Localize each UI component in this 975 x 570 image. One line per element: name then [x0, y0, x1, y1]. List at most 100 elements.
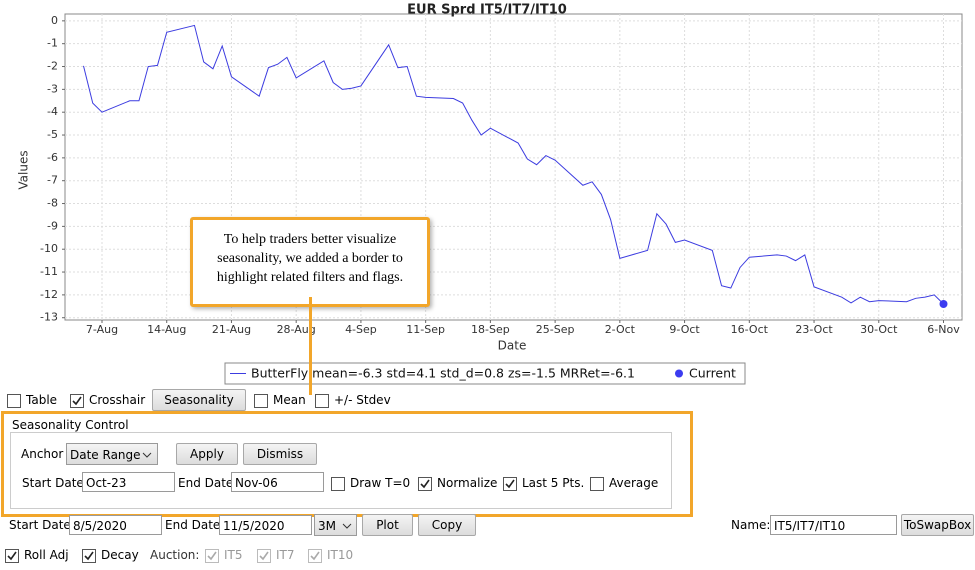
label: Decay: [101, 548, 139, 562]
dropdown[interactable]: Date Range: [66, 443, 158, 465]
button[interactable]: Seasonality: [152, 389, 246, 411]
text-input[interactable]: 11/5/2020: [219, 515, 312, 535]
legend-label: Current: [689, 366, 736, 381]
x-tick-label: 7-Aug: [86, 323, 118, 336]
check-mark: [84, 551, 94, 560]
chart-title: EUR Sprd IT5/IT7/IT10: [407, 3, 567, 18]
checkbox[interactable]: Last 5 Pts.: [503, 474, 584, 492]
check-path: [505, 479, 515, 488]
label: IT5: [224, 548, 243, 562]
button[interactable]: Apply: [176, 443, 238, 465]
y-tick-label: -11: [40, 265, 58, 278]
y-tick-label: -5: [47, 128, 58, 141]
label: Auction:: [150, 548, 200, 562]
button[interactable]: Plot: [362, 514, 413, 536]
y-tick-label: -2: [47, 60, 58, 73]
checkbox[interactable]: Decay: [82, 546, 139, 564]
x-tick-label: 21-Aug: [212, 323, 251, 336]
check-mark: [505, 479, 515, 488]
x-tick-label: 2-Oct: [605, 323, 636, 336]
check-path: [207, 551, 217, 560]
text-input[interactable]: Oct-23: [82, 472, 175, 492]
x-tick-label: 6-Nov: [927, 323, 960, 336]
checkbox[interactable]: Mean: [254, 391, 306, 409]
check-mark: [310, 551, 320, 560]
checkbox[interactable]: +/- Stdev: [315, 391, 391, 409]
current-point: [939, 300, 948, 309]
legend: [224, 362, 746, 385]
label: Table: [26, 393, 58, 407]
label: Roll Adj: [24, 548, 69, 562]
check-path: [84, 551, 94, 560]
check-path: [7, 551, 17, 560]
text-input[interactable]: IT5/IT7/IT10: [770, 515, 897, 535]
dropdown[interactable]: 3M: [314, 514, 357, 536]
label: Crosshair: [89, 393, 146, 407]
group-box: [10, 432, 672, 509]
check-mark: [7, 551, 17, 560]
label: Name:: [731, 518, 771, 532]
x-tick-label: 16-Oct: [731, 323, 769, 336]
check-path: [310, 551, 320, 560]
x-tick-label: 14-Aug: [147, 323, 186, 336]
group-title: Seasonality Control: [12, 418, 129, 432]
checkbox[interactable]: Table: [7, 391, 57, 409]
check-mark: [420, 479, 430, 488]
x-tick-label: 4-Sep: [345, 323, 377, 336]
x-tick-label: 28-Aug: [277, 323, 316, 336]
chart: EUR Sprd IT5/IT7/IT10 Values Date 0 -1 -2 -…: [17, 3, 963, 385]
label: End Date: [178, 476, 234, 490]
x-tick-label: 9-Oct: [669, 323, 700, 336]
checkbox[interactable]: IT10: [308, 546, 353, 564]
y-tick-label: -8: [47, 197, 58, 210]
label: Start Date: [22, 476, 84, 490]
x-tick-label: 11-Sep: [406, 323, 445, 336]
dropdown-value: Date Range: [70, 448, 141, 462]
y-tick-label: -10: [40, 242, 58, 255]
checkbox[interactable]: Average: [590, 474, 658, 492]
y-tick-label: -13: [40, 311, 58, 324]
button[interactable]: Dismiss: [243, 443, 317, 465]
x-tick-label: 25-Sep: [536, 323, 575, 336]
text-input[interactable]: 8/5/2020: [69, 515, 162, 535]
button[interactable]: Copy: [418, 514, 476, 536]
label: IT10: [327, 548, 354, 562]
label: Normalize: [437, 476, 498, 490]
series-line: [83, 24, 944, 305]
y-tick-label: -12: [40, 288, 58, 301]
checkbox[interactable]: IT7: [257, 546, 295, 564]
check-mark: [259, 551, 269, 560]
chevron: [342, 523, 352, 529]
button[interactable]: ToSwapBox: [901, 514, 974, 536]
check-path: [259, 551, 269, 560]
label: Start Date: [9, 518, 71, 532]
label: +/- Stdev: [334, 393, 391, 407]
y-tick-label: -1: [47, 37, 58, 50]
x-tick-label: 23-Oct: [795, 323, 833, 336]
checkbox[interactable]: Draw T=0: [331, 474, 410, 492]
label: IT7: [276, 548, 295, 562]
check-path: [72, 396, 82, 405]
callout: To help traders better visualize seasona…: [190, 217, 430, 307]
y-tick-label: -3: [47, 82, 58, 95]
y-tick-label: -6: [47, 151, 58, 164]
x-tick-label: 30-Oct: [860, 323, 898, 336]
checkbox[interactable]: IT5: [205, 546, 243, 564]
label: Anchor: [21, 447, 64, 461]
label: End Date: [165, 518, 221, 532]
checkbox[interactable]: Normalize: [418, 474, 497, 492]
callout-line: highlight related filters and flags.: [216, 270, 404, 285]
callout-connector: [309, 297, 312, 395]
y-tick-label: -7: [47, 174, 58, 187]
callout-line: seasonality, we added a border to: [217, 251, 403, 266]
y-tick-label: -9: [47, 219, 58, 232]
checkbox[interactable]: Roll Adj: [5, 546, 69, 564]
x-axis-label: Date: [498, 339, 527, 353]
text-input[interactable]: Nov-06: [231, 472, 324, 492]
label: Average: [609, 476, 659, 490]
chevron: [142, 452, 152, 458]
y-tick-label: 0: [51, 14, 58, 27]
y-tick-label: -4: [47, 105, 58, 118]
legend-swatch: [675, 369, 683, 378]
checkbox[interactable]: Crosshair: [70, 391, 145, 409]
